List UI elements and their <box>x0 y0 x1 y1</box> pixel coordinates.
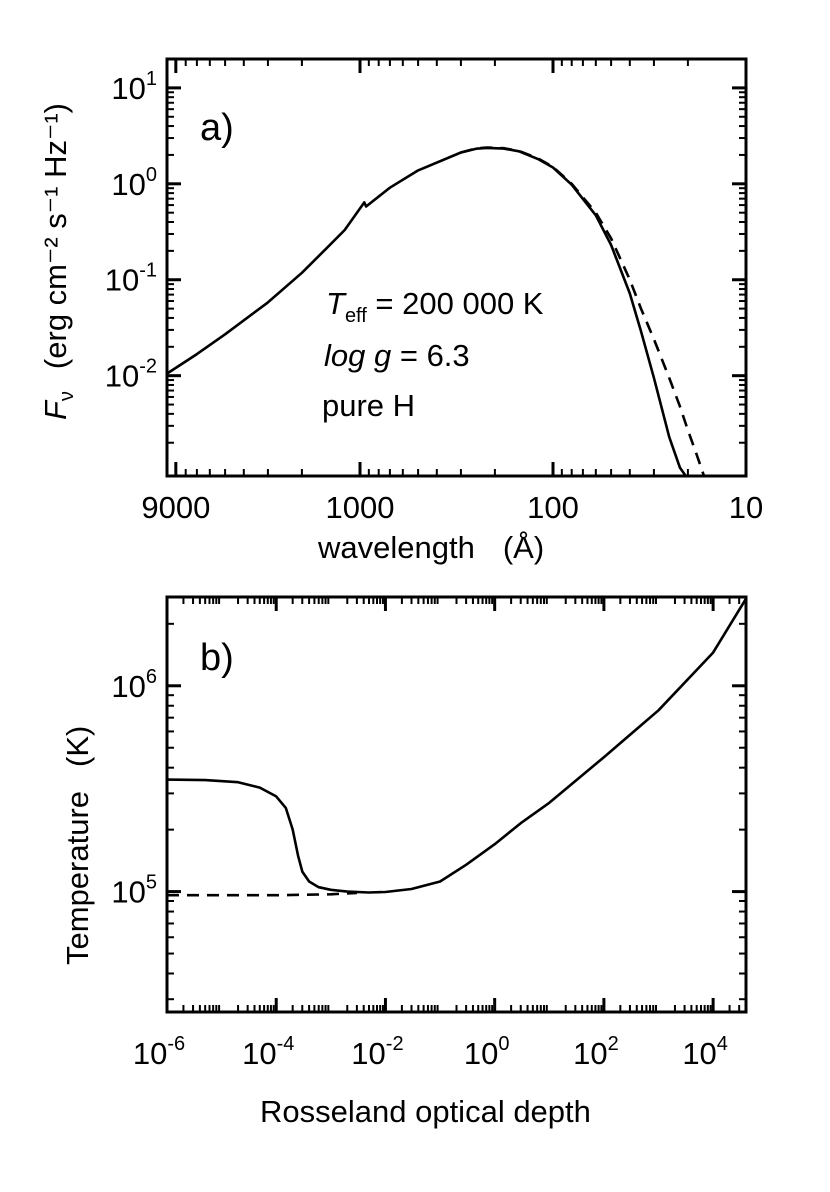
x-tick-label: 1000 <box>326 490 395 525</box>
y-tick-label: 106 <box>111 666 157 704</box>
y-tick-exp: 5 <box>146 872 157 894</box>
y-tick-label: 10-1 <box>105 260 157 298</box>
logg-symbol: log g <box>324 338 391 373</box>
panel-a-y-unit: (erg cm⁻² s⁻¹ Hz⁻¹) <box>38 103 73 369</box>
y-tick-label: 100 <box>111 164 157 202</box>
panel-a-y-subscript: ν <box>56 391 78 401</box>
y-tick-exp: -2 <box>139 356 157 378</box>
series-solid-line <box>167 598 746 894</box>
y-tick-exp: 6 <box>146 666 157 688</box>
panel-a-x-label-text: wavelength <box>317 530 475 565</box>
x-tick-base: 10 <box>464 1036 498 1071</box>
x-tick-exp: -2 <box>386 1033 404 1055</box>
y-tick-base: 10 <box>111 71 145 106</box>
panel-b-y-label-unit: (K) <box>60 726 95 767</box>
x-tick-label: 100 <box>464 1033 510 1071</box>
y-tick-label: 105 <box>111 872 157 910</box>
x-tick-exp: 2 <box>608 1033 619 1055</box>
panel-a-x-label-unit: (Å) <box>503 530 544 565</box>
x-tick-exp: -6 <box>167 1033 185 1055</box>
x-tick-label: 9000 <box>141 490 210 525</box>
teff-subscript: eff <box>345 305 367 327</box>
composition-annotation: pure H <box>322 388 415 423</box>
teff-annotation: Teff = 200 000 K <box>326 286 544 327</box>
logg-value: = 6.3 <box>391 338 469 373</box>
panel-b-y-axis-label: Temperature (K) <box>60 726 95 965</box>
teff-symbol: T <box>326 286 347 321</box>
y-tick-label: 101 <box>111 68 157 106</box>
teff-value: = 200 000 K <box>367 286 544 321</box>
x-tick-label: 10 <box>729 490 763 525</box>
x-tick-label: 104 <box>682 1033 728 1071</box>
x-tick-base: 10 <box>573 1036 607 1071</box>
panel-a-y-axis-label: Fν (erg cm⁻² s⁻¹ Hz⁻¹) <box>38 103 78 420</box>
x-tick-exp: -4 <box>277 1033 295 1055</box>
y-tick-base: 10 <box>111 669 145 704</box>
panel-a-minor-ticks <box>167 59 746 477</box>
panel-a-y-symbol: F <box>38 399 73 420</box>
panel-b-series <box>167 598 746 897</box>
y-tick-base: 10 <box>105 359 139 394</box>
series-dashed-line <box>167 891 357 897</box>
y-tick-exp: -1 <box>139 260 157 282</box>
panel-b-minor-ticks <box>167 597 746 1012</box>
y-tick-label: 10-2 <box>105 356 157 394</box>
x-tick-base: 10 <box>351 1036 385 1071</box>
y-tick-base: 10 <box>105 263 139 298</box>
panel-a-series <box>167 146 706 476</box>
x-tick-label: 10-4 <box>242 1033 294 1071</box>
y-tick-base: 10 <box>111 167 145 202</box>
y-tick-exp: 1 <box>146 68 157 90</box>
x-tick-exp: 0 <box>498 1033 509 1055</box>
panel-b-y-label-text: Temperature <box>60 791 95 965</box>
x-tick-label: 100 <box>527 490 579 525</box>
panel-a-frame <box>165 57 748 478</box>
x-tick-label: 102 <box>573 1033 619 1071</box>
panel-b-frame <box>165 595 748 1014</box>
logg-annotation: log g = 6.3 <box>324 338 470 373</box>
x-tick-label: 10-2 <box>351 1033 403 1071</box>
x-tick-exp: 4 <box>717 1033 728 1055</box>
panel-a-x-axis-label: wavelength (Å) <box>317 530 544 565</box>
x-tick-base: 10 <box>133 1036 167 1071</box>
panel-b-label: b) <box>200 637 234 679</box>
y-tick-exp: 0 <box>146 164 157 186</box>
x-tick-base: 10 <box>682 1036 716 1071</box>
panel-b-x-axis-label: Rosseland optical depth <box>260 1094 591 1129</box>
y-tick-base: 10 <box>111 875 145 910</box>
series-dashed-line <box>460 146 706 476</box>
panel-a-label: a) <box>200 107 234 149</box>
x-tick-label: 10-6 <box>133 1033 185 1071</box>
x-tick-base: 10 <box>242 1036 276 1071</box>
